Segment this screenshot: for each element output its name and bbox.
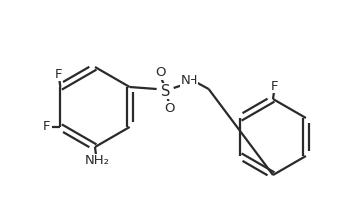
Text: NH₂: NH₂ [85, 154, 109, 168]
Text: O: O [156, 67, 166, 79]
Text: S: S [161, 83, 170, 99]
Text: F: F [42, 120, 50, 134]
Text: O: O [165, 101, 175, 115]
Text: F: F [55, 67, 62, 81]
Text: F: F [271, 79, 279, 92]
Text: H: H [188, 74, 197, 88]
Text: N: N [181, 74, 190, 88]
